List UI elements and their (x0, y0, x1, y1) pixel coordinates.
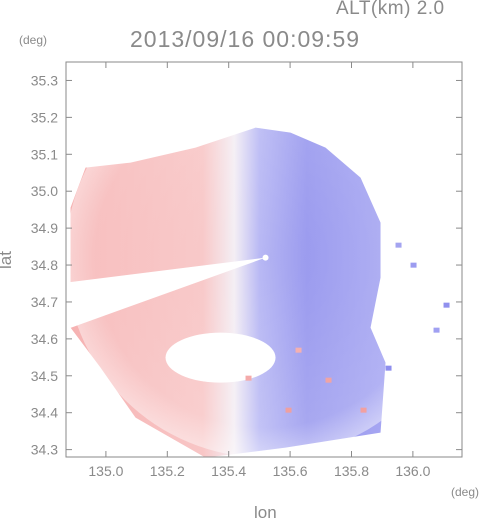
echo-cell (295, 347, 302, 353)
x-tick-label: 135.4 (211, 463, 246, 479)
y-unit-label: (deg) (19, 33, 48, 47)
y-axis: 34.3 34.4 34.5 34.6 34.7 34.8 34.9 35.0 35.1 35.2… (31, 72, 462, 458)
y-tick-label: 35.0 (31, 183, 58, 199)
echo-cell (385, 365, 392, 371)
velocity-field (66, 62, 462, 457)
echo-cell (245, 375, 252, 381)
echo-cell (410, 262, 417, 268)
echo-cell (285, 407, 292, 413)
x-tick-label: 135.0 (88, 463, 123, 479)
echo-cell (443, 302, 450, 308)
y-tick-label: 34.8 (31, 257, 58, 273)
y-tick-label: 34.4 (31, 405, 58, 421)
x-tick-label: 136.0 (395, 463, 430, 479)
x-tick-label: 135.2 (150, 463, 185, 479)
y-tick-label: 34.5 (31, 368, 58, 384)
timestamp-title: 2013/09/16 00:09:59 (130, 26, 361, 52)
y-tick-label: 35.2 (31, 109, 58, 125)
plot-frame (65, 61, 463, 458)
y-tick-label: 35.3 (31, 72, 58, 88)
y-tick-label: 34.7 (31, 294, 58, 310)
x-axis-label: lon (254, 503, 277, 522)
radar-site (262, 254, 269, 261)
y-tick-label: 35.1 (31, 146, 58, 162)
echo-cell (360, 407, 367, 413)
x-axis: 135.0 135.2 135.4 135.6 135.8 136.0 (88, 62, 431, 479)
y-tick-label: 34.6 (31, 331, 58, 347)
echo-cell (325, 377, 332, 383)
x-tick-label: 135.6 (273, 463, 308, 479)
x-unit-label: (deg) (451, 485, 480, 499)
altitude-label: ALT(km) 2.0 (336, 0, 445, 19)
y-tick-label: 34.9 (31, 220, 58, 236)
echo-cell (433, 327, 440, 333)
x-tick-label: 135.8 (334, 463, 369, 479)
echo-cell (395, 242, 402, 248)
y-tick-label: 34.3 (31, 442, 58, 458)
